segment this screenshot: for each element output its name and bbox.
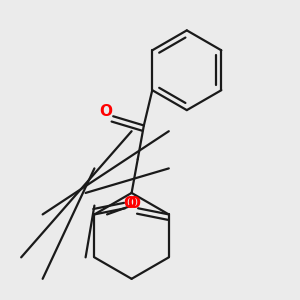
Text: O: O bbox=[123, 196, 136, 211]
Text: O: O bbox=[99, 104, 112, 119]
Text: O: O bbox=[127, 196, 140, 211]
